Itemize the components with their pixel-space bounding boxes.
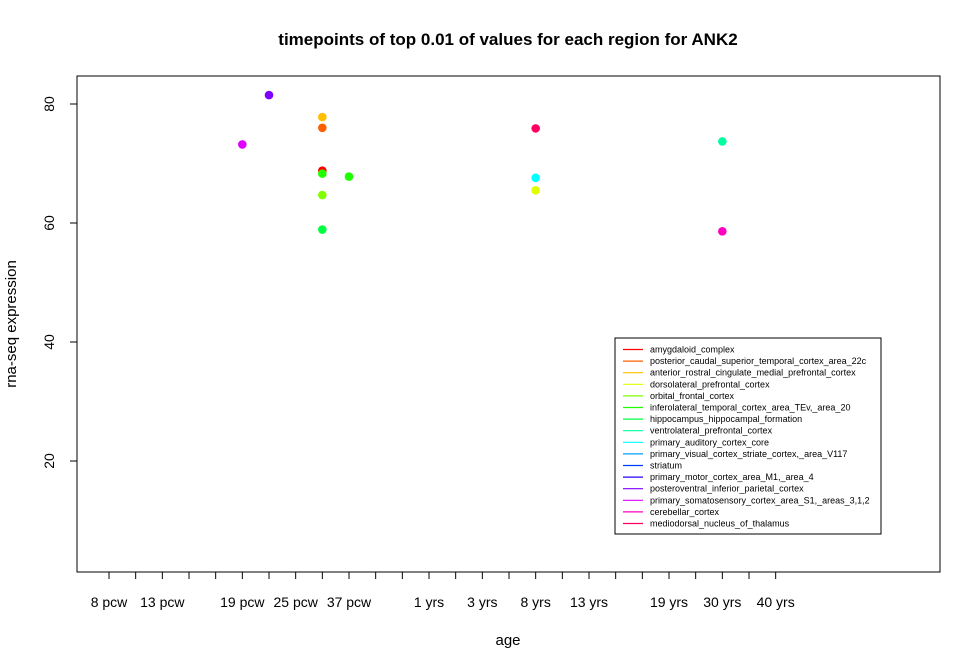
legend-entry: primary_auditory_cortex_core xyxy=(650,437,769,447)
chart-title: timepoints of top 0.01 of values for eac… xyxy=(278,30,737,49)
data-point xyxy=(531,124,540,133)
data-point xyxy=(531,185,540,195)
x-tick-label: 19 yrs xyxy=(650,594,688,610)
plot-frame xyxy=(76,75,941,573)
data-point xyxy=(318,190,327,200)
x-tick-label: 1 yrs xyxy=(414,594,444,610)
x-tick-label: 40 yrs xyxy=(757,594,795,610)
data-point xyxy=(238,140,247,149)
data-point xyxy=(318,225,327,234)
legend-entry: amygdaloid_complex xyxy=(650,345,735,355)
legend-entry: ventrolateral_prefrontal_cortex xyxy=(650,426,773,436)
x-axis-label: age xyxy=(495,632,520,649)
legend-entry: cerebellar_cortex xyxy=(650,507,720,517)
legend-entry: primary_somatosensory_cortex_area_S1,_ar… xyxy=(650,495,870,505)
y-tick-label: 60 xyxy=(41,215,57,231)
legend-entry: hippocampus_hippocampal_formation xyxy=(650,414,802,424)
data-point xyxy=(318,112,327,122)
x-tick-label: 13 yrs xyxy=(570,594,608,610)
x-tick-label: 37 pcw xyxy=(327,594,372,610)
legend-entry: posterior_caudal_superior_temporal_corte… xyxy=(650,356,867,366)
x-tick-label: 3 yrs xyxy=(467,594,497,610)
data-points xyxy=(238,90,727,236)
x-tick-label: 13 pcw xyxy=(140,594,185,610)
y-axis: 20 40 60 80 xyxy=(41,96,77,469)
legend-entry: mediodorsal_nucleus_of_thalamus xyxy=(650,519,790,529)
legend-entry: inferolateral_temporal_cortex_area_TEv,_… xyxy=(650,403,850,413)
data-point xyxy=(318,169,327,178)
legend-entry: dorsolateral_prefrontal_cortex xyxy=(650,379,770,389)
x-tick-label: 8 pcw xyxy=(91,594,128,610)
legend-entry: posteroventral_inferior_parietal_cortex xyxy=(650,484,804,494)
y-axis-label: rna-seq expression xyxy=(3,260,20,388)
legend-entry: primary_visual_cortex_striate_cortex,_ar… xyxy=(650,449,847,459)
x-tick-label: 19 pcw xyxy=(220,594,265,610)
x-axis: 8 pcw 13 pcw 19 pcw 25 pcw 37 pcw 1 yrs 3 yrs 8… xyxy=(91,572,795,610)
x-tick-label: 30 yrs xyxy=(703,594,741,610)
legend-entry: anterior_rostral_cingulate_medial_prefro… xyxy=(650,368,856,378)
legend-entry: primary_motor_cortex_area_M1,_area_4 xyxy=(650,472,814,482)
y-tick-label: 40 xyxy=(41,334,57,350)
data-point xyxy=(264,90,274,100)
data-point xyxy=(718,137,727,146)
data-point xyxy=(318,123,327,133)
legend-box xyxy=(614,337,882,535)
x-tick-label: 25 pcw xyxy=(273,594,318,610)
data-point xyxy=(718,227,727,236)
x-tick-label: 8 yrs xyxy=(520,594,550,610)
y-tick-label: 20 xyxy=(41,453,57,469)
y-tick-label: 80 xyxy=(41,96,57,112)
legend-entry: orbital_frontal_cortex xyxy=(650,391,735,401)
legend: amygdaloid_complexposterior_caudal_super… xyxy=(614,337,882,535)
legend-entry: striatum xyxy=(650,461,682,471)
data-point xyxy=(344,172,354,181)
data-point xyxy=(531,173,540,183)
